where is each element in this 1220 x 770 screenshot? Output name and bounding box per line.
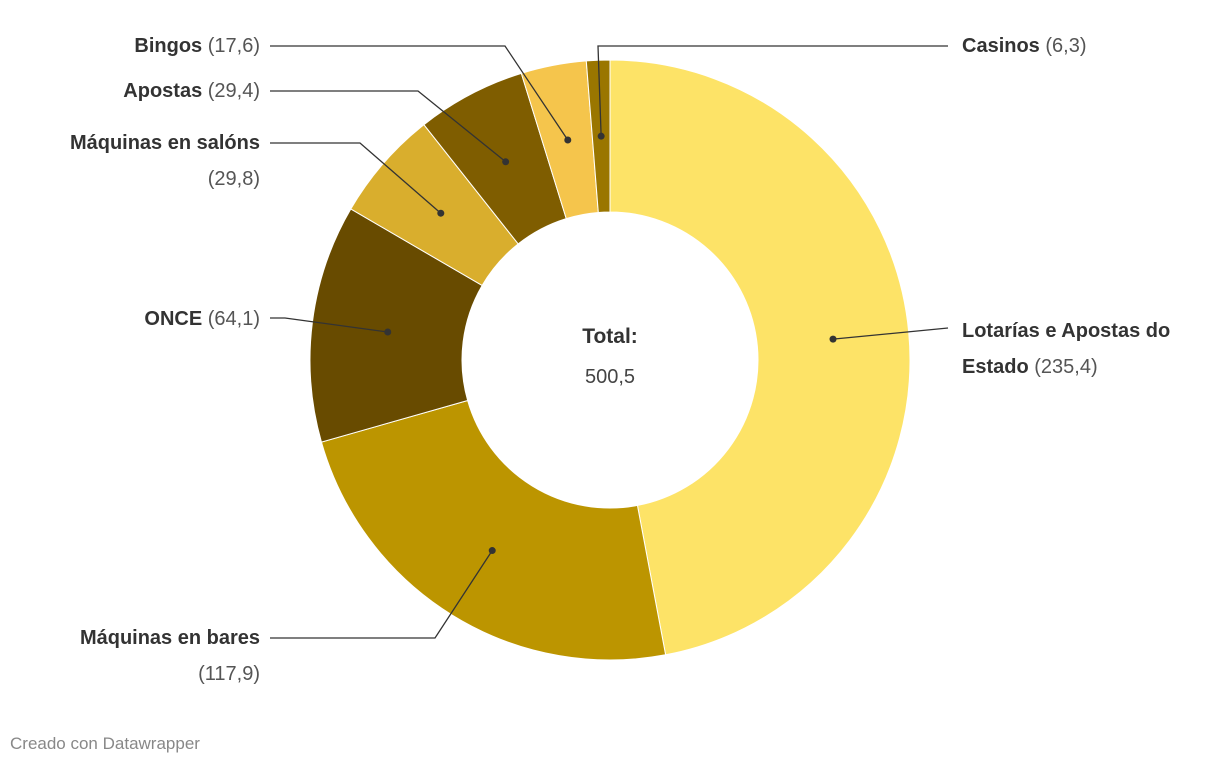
- slice-value: (29,8): [207, 168, 260, 190]
- center-total: 500,5: [584, 366, 636, 388]
- slice-label: Apostas (29,4): [35, 73, 260, 109]
- slice-name: Máquinas en bares: [79, 627, 260, 649]
- leader-dot: [597, 132, 605, 140]
- slice-name: Casinos: [962, 35, 1040, 57]
- slice-label: Bingos (17,6): [35, 28, 260, 64]
- leader-line: [270, 90, 507, 163]
- leader-dot: [488, 547, 496, 555]
- slice-label: Máquinas en salóns (29,8): [35, 125, 260, 197]
- leader-line: [597, 45, 948, 137]
- slice-name: Bingos: [134, 35, 203, 57]
- leader-dot: [564, 136, 572, 144]
- slice-value: (117,9): [198, 663, 260, 685]
- leader-dot: [502, 158, 510, 166]
- slice: [320, 399, 667, 661]
- leader-line: [270, 550, 493, 639]
- slice-name: ONCE: [144, 308, 203, 330]
- leader-dot: [437, 209, 445, 217]
- slice: [609, 59, 911, 656]
- slice-label: Lotarías e Apostas do Estado (235,4): [962, 313, 1212, 385]
- slice-name: Lotarías e Apostas do Estado: [962, 320, 1171, 378]
- slice-value: (29,4): [207, 80, 260, 102]
- slice: [309, 208, 483, 443]
- slice-label: Casinos (6,3): [962, 28, 1212, 64]
- leader-line: [270, 317, 388, 333]
- leader-dot: [384, 328, 392, 336]
- leader-line: [832, 327, 949, 340]
- slice-value: (64,1): [207, 308, 260, 330]
- center-label: Total:: [582, 325, 638, 348]
- slice-name: Máquinas en salóns: [69, 132, 260, 154]
- leader-line: [270, 45, 569, 141]
- leader-dot: [829, 335, 837, 343]
- slice-value: (17,6): [207, 35, 260, 57]
- slice-value: (235,4): [1034, 356, 1098, 378]
- slice-label: ONCE (64,1): [35, 301, 260, 337]
- leader-line: [270, 142, 442, 214]
- footer: Creado con Datawrapper: [10, 734, 200, 753]
- slice-label: Máquinas en bares (117,9): [35, 620, 260, 692]
- slice-value: (6,3): [1045, 35, 1087, 57]
- slice-name: Apostas: [123, 80, 203, 102]
